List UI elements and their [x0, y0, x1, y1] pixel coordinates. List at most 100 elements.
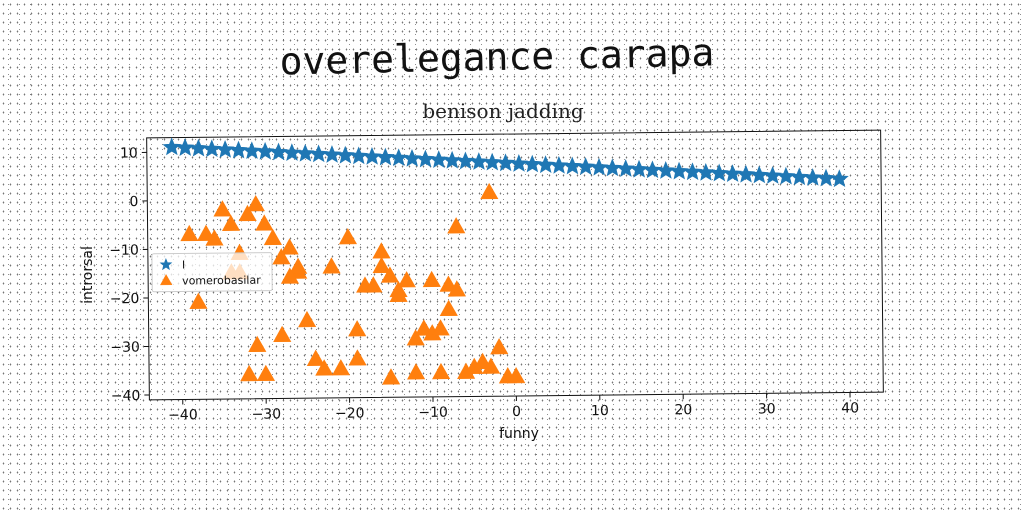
triangle-point: [331, 359, 351, 376]
triangle-point: [280, 267, 300, 284]
y-tick-label: −30: [110, 340, 140, 356]
triangle-point: [272, 248, 291, 265]
star-point: [242, 141, 262, 160]
triangle-point: [372, 256, 391, 274]
triangle-point: [407, 363, 426, 380]
star-point: [789, 167, 809, 186]
triangle-point: [255, 214, 274, 231]
star-point: [576, 157, 596, 176]
star-point: [282, 143, 302, 162]
star-point: [683, 162, 702, 181]
star-point: [536, 155, 555, 174]
triangle-point: [213, 200, 232, 217]
star-point: [709, 163, 729, 182]
triangle-point: [248, 335, 267, 353]
star-point: [776, 166, 796, 185]
star-point: [309, 144, 328, 163]
x-tick-label: −20: [335, 406, 365, 422]
triangle-point: [256, 364, 276, 382]
triangle-point: [322, 257, 341, 274]
star-point: [629, 159, 649, 178]
y-tick-label: 0: [129, 194, 138, 210]
star-point: [589, 157, 609, 176]
x-tick-label: 0: [512, 404, 521, 420]
triangle-point: [432, 362, 451, 380]
x-tick-label: 30: [758, 401, 776, 417]
x-tick-label: −30: [251, 406, 281, 422]
triangle-point: [280, 238, 299, 255]
y-tick-label: −20: [110, 291, 140, 307]
triangle-point: [507, 366, 526, 384]
x-axis: −40 −30 −20 −10 0 10 20 30 40: [168, 392, 859, 424]
star-point: [603, 158, 622, 177]
star-point: [269, 142, 288, 161]
star-point: [456, 151, 475, 170]
star-point: [763, 166, 782, 184]
legend-marker: [160, 274, 173, 286]
legend-label: I: [182, 258, 185, 271]
star-point: [522, 154, 542, 173]
x-axis-label: funny: [499, 426, 539, 442]
star-point: [362, 146, 382, 165]
star-point: [643, 160, 662, 179]
series-layer: [162, 137, 849, 385]
star-point: [469, 152, 489, 170]
triangle-point: [348, 320, 367, 337]
triangle-point: [189, 292, 208, 309]
triangle-point: [364, 276, 383, 293]
triangle-point: [338, 228, 358, 245]
star-point: [189, 138, 208, 157]
triangle-point: [439, 299, 458, 317]
chart-title: overelegance carapa: [279, 30, 715, 83]
star-point: [215, 140, 235, 158]
star-point: [482, 152, 502, 171]
star-point: [322, 145, 342, 163]
star-point: [229, 140, 248, 159]
triangle-point: [480, 182, 499, 200]
star-point: [175, 138, 195, 156]
y-axis-label: introrsal: [80, 246, 96, 304]
triangle-point: [205, 229, 224, 246]
triangle-point: [447, 280, 467, 297]
y-tick-label: 10: [120, 145, 138, 161]
star-point: [549, 155, 569, 174]
triangle-point: [422, 270, 441, 288]
triangle-point: [431, 319, 450, 336]
triangle-point: [482, 357, 501, 374]
star-point: [803, 168, 823, 186]
x-tick-label: 10: [591, 403, 609, 419]
y-tick-label: −10: [109, 243, 139, 259]
triangle-point: [381, 266, 400, 283]
triangle-point: [306, 349, 325, 366]
x-tick-label: 40: [841, 400, 859, 416]
star-point: [736, 164, 756, 183]
star-point: [295, 143, 315, 162]
star-point: [496, 153, 515, 172]
triangle-point: [263, 228, 282, 246]
legend-label: vomerobasilar: [182, 274, 261, 288]
triangle-point: [406, 329, 425, 346]
legend-box: [151, 252, 273, 293]
star-point: [749, 165, 769, 184]
star-point: [696, 163, 716, 181]
triangle-point: [397, 271, 416, 288]
star-point: [442, 150, 462, 169]
series-vomerobasilar: [180, 182, 526, 385]
y-axis: 10 0 −10 −20 −30 −40: [109, 145, 150, 404]
triangle-point: [372, 242, 391, 259]
triangle-point: [447, 217, 466, 234]
triangle-point: [240, 364, 259, 382]
star-point: [656, 161, 676, 179]
triangle-point: [180, 224, 199, 242]
y-tick-label: −40: [111, 388, 141, 404]
star-point: [162, 137, 182, 156]
triangle-point: [298, 310, 317, 328]
star-point: [816, 168, 836, 187]
triangle-point: [246, 195, 265, 212]
triangle-point: [238, 204, 257, 222]
triangle-point: [490, 338, 509, 355]
star-point: [429, 150, 449, 168]
star-point: [202, 139, 222, 158]
star-point: [562, 156, 582, 175]
